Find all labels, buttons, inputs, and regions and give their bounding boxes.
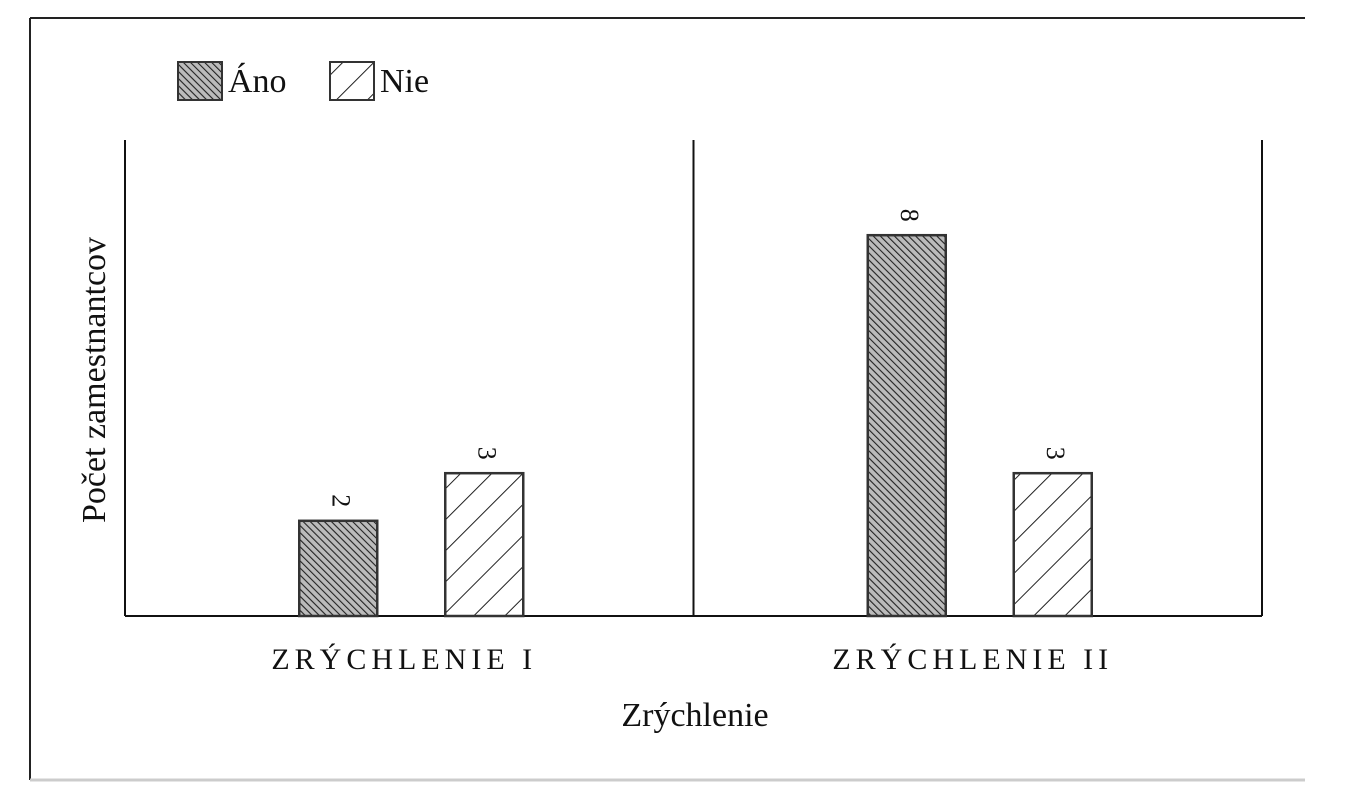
bar	[298, 519, 379, 618]
bar	[1012, 471, 1093, 618]
bar	[444, 471, 525, 618]
x-tick-label: ZRÝCHLENIE II	[832, 643, 1113, 676]
bar	[866, 233, 947, 618]
legend-swatch	[329, 61, 375, 101]
y-axis-label: Počet zamestnantcov	[76, 237, 113, 523]
value-label: 2	[326, 494, 355, 507]
legend-label: Áno	[228, 63, 287, 100]
value-label: 8	[895, 209, 924, 222]
value-label: 3	[472, 447, 501, 460]
x-axis-label: Zrýchlenie	[621, 697, 768, 734]
x-tick-label: ZRÝCHLENIE I	[271, 643, 537, 676]
legend-label: Nie	[380, 63, 429, 100]
legend-swatch	[177, 61, 223, 101]
value-label: 3	[1041, 447, 1070, 460]
